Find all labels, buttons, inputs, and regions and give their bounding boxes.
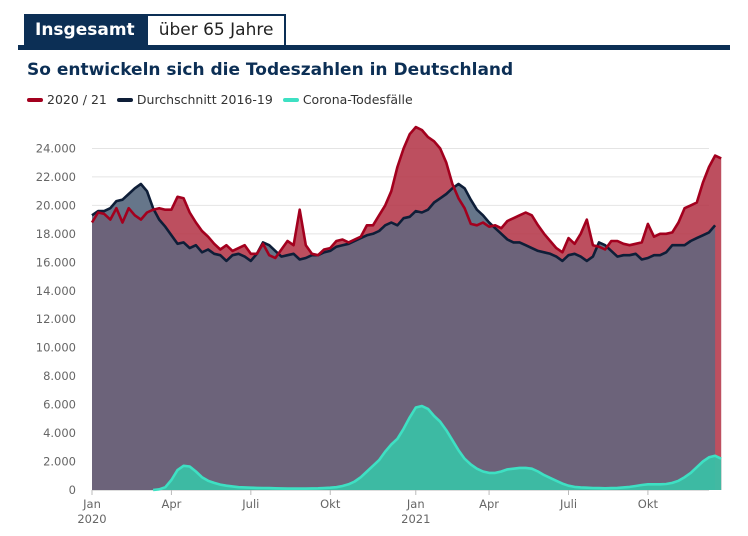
line-durchschnitt [91, 182, 717, 263]
area-2020-21-overlay [92, 127, 722, 490]
y-tick-label: 6.000 [43, 398, 76, 412]
legend-label-2020-21: 2020 / 21 [47, 92, 107, 107]
y-tick-label: 2.000 [43, 455, 76, 469]
tab-underline [18, 45, 730, 50]
x-tick-year-label: 2020 [77, 512, 106, 526]
y-tick-label: 24.000 [36, 141, 76, 155]
x-tick-label: Okt [320, 497, 341, 511]
x-tick-label: Okt [638, 497, 659, 511]
line-layer [90, 125, 722, 492]
y-tick-label: 0 [69, 483, 76, 497]
x-tick-label: Juli [241, 497, 259, 511]
y-tick-label: 20.000 [36, 198, 76, 212]
tab-bar: Insgesamt über 65 Jahre [24, 14, 287, 46]
tab-insgesamt[interactable]: Insgesamt [24, 14, 146, 46]
x-tick-label: Apr [161, 497, 181, 511]
tab-ueber-65-jahre[interactable]: über 65 Jahre [145, 14, 287, 46]
legend-swatch-2020-21 [27, 97, 43, 102]
x-tick-label: Jan [82, 497, 101, 511]
x-tick-label: Juli [559, 497, 577, 511]
line-2020-21 [90, 125, 722, 260]
line-corona [152, 404, 722, 492]
chart-legend: 2020 / 21 Durchschnitt 2016-19 Corona-To… [27, 92, 423, 107]
y-tick-label: 8.000 [43, 369, 76, 383]
legend-label-corona: Corona-Todesfälle [302, 92, 413, 107]
y-tick-label: 14.000 [36, 284, 76, 298]
area-layer [92, 127, 722, 490]
y-tick-label: 12.000 [36, 312, 76, 326]
x-tick-label: Jan [406, 497, 425, 511]
y-tick-label: 22.000 [36, 170, 76, 184]
legend-item-corona[interactable]: Corona-Todesfälle [282, 92, 413, 107]
legend-item-durchschnitt[interactable]: Durchschnitt 2016-19 [116, 92, 273, 107]
chart-title: So entwickeln sich die Todeszahlen in De… [27, 60, 514, 80]
y-tick-label: 4.000 [43, 426, 76, 440]
legend-item-2020-21[interactable]: 2020 / 21 [27, 92, 107, 107]
legend-label-durchschnitt: Durchschnitt 2016-19 [136, 92, 273, 107]
y-tick-label: 18.000 [36, 227, 76, 241]
x-tick-label: Apr [479, 497, 499, 511]
area-durchschnitt [92, 184, 716, 490]
legend-swatch-corona [282, 97, 299, 102]
y-tick-label: 10.000 [36, 341, 76, 355]
area-corona [153, 406, 722, 490]
y-tick-label: 16.000 [36, 255, 76, 269]
axis-layer: 0 2.000 4.000 6.000 8.000 10.000 12.000 14.000 1… [36, 141, 659, 526]
x-tick-year-label: 2021 [401, 512, 430, 526]
legend-swatch-durchschnitt [116, 97, 133, 102]
